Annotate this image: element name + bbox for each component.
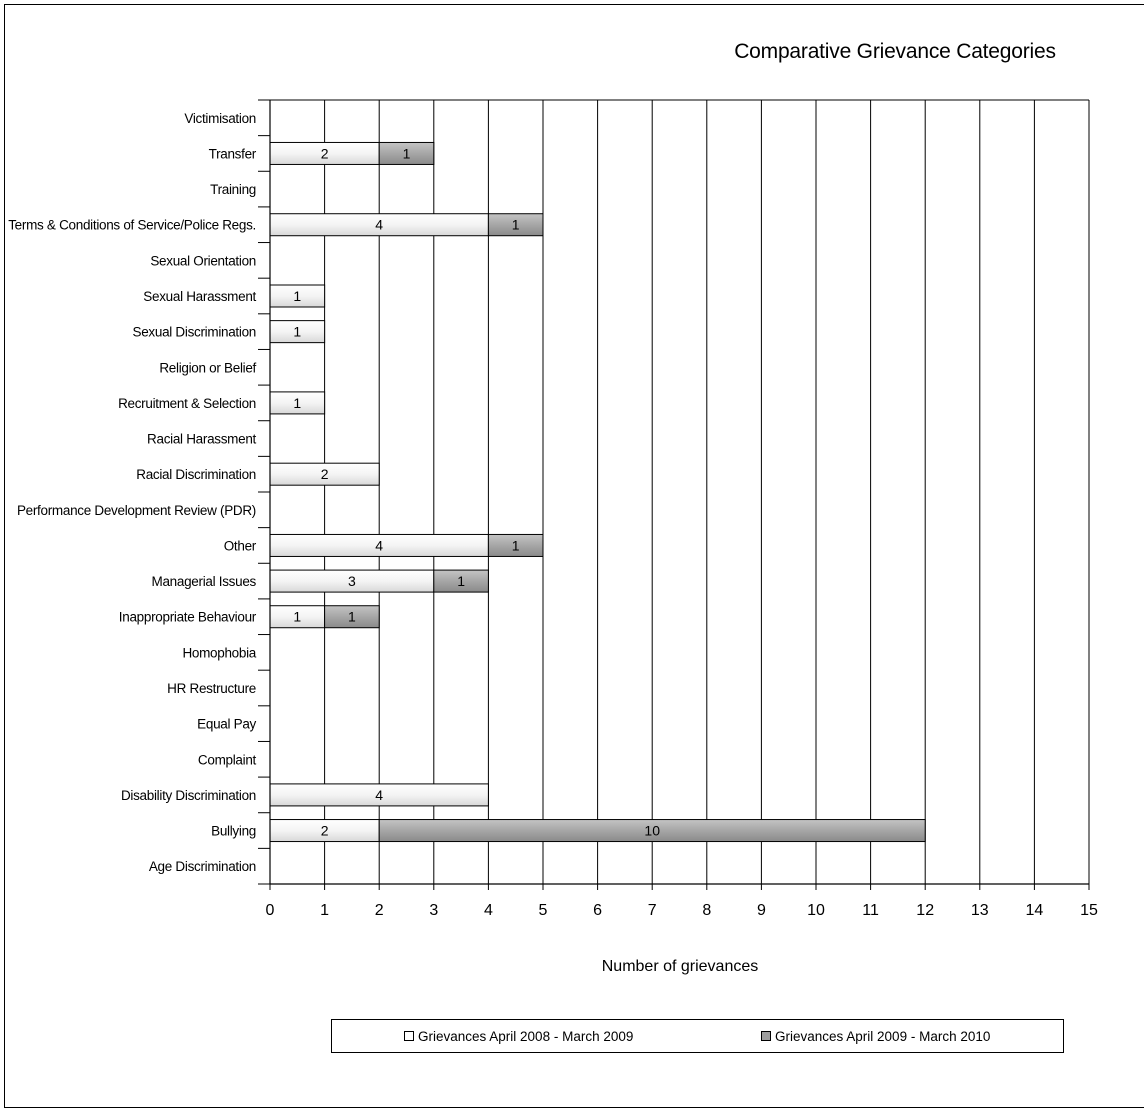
x-tick-label-8: 8 <box>702 902 711 919</box>
x-tick-label-4: 4 <box>484 902 493 919</box>
data-label-inappropriate-behaviour-series-1: 1 <box>293 609 301 625</box>
x-tick-label-1: 1 <box>320 902 329 919</box>
bar-managerial-issues-series-2 <box>433 569 489 593</box>
legend-swatch-2008-2009 <box>404 1031 414 1042</box>
legend-item-2009-2010: Grievances April 2009 - March 2010 <box>761 1029 990 1044</box>
x-tick-label-12: 12 <box>916 902 934 919</box>
x-tick-label-9: 9 <box>757 902 766 919</box>
data-label-terms-conditions-of-service-police-regs-series-2: 1 <box>512 217 520 233</box>
y-tick-label-recruitment-selection: Recruitment & Selection <box>118 396 256 411</box>
y-tick-label-hr-restructure: HR Restructure <box>167 681 256 696</box>
y-tick-label-victimisation: Victimisation <box>184 111 256 126</box>
x-tick-label-0: 0 <box>266 902 275 919</box>
x-tick-label-10: 10 <box>807 902 825 919</box>
y-tick-label-homophobia: Homophobia <box>182 645 256 660</box>
y-tick-label-other: Other <box>224 538 257 553</box>
y-tick-label-inappropriate-behaviour: Inappropriate Behaviour <box>119 610 257 625</box>
data-label-sexual-discrimination-series-1: 1 <box>293 324 301 340</box>
y-tick-label-religion-or-belief: Religion or Belief <box>159 360 256 375</box>
data-label-terms-conditions-of-service-police-regs-series-1: 4 <box>375 217 383 233</box>
y-tick-label-bullying: Bullying <box>211 824 256 839</box>
x-tick-label-14: 14 <box>1026 902 1044 919</box>
data-label-managerial-issues-series-2: 1 <box>457 573 465 589</box>
x-tick-label-15: 15 <box>1080 902 1098 919</box>
data-label-transfer-series-2: 1 <box>403 145 411 161</box>
data-label-sexual-harassment-series-1: 1 <box>293 288 301 304</box>
chart-title: Comparative Grievance Categories <box>734 40 1056 63</box>
y-tick-label-racial-harassment: Racial Harassment <box>147 432 256 447</box>
bar-transfer-series-2 <box>378 141 435 165</box>
data-label-racial-discrimination-series-1: 2 <box>321 466 329 482</box>
legend-swatch-2009-2010 <box>761 1031 771 1042</box>
y-tick-label-sexual-orientation: Sexual Orientation <box>150 253 256 268</box>
x-tick-label-6: 6 <box>593 902 602 919</box>
bar-inappropriate-behaviour-series-2 <box>324 605 380 629</box>
y-tick-label-sexual-discrimination: Sexual Discrimination <box>133 325 257 340</box>
data-label-inappropriate-behaviour-series-2: 1 <box>348 609 356 625</box>
bar-bullying-series-2 <box>378 819 926 843</box>
data-label-other-series-2: 1 <box>512 537 520 553</box>
axes: 0 1 2 3 4 5 6 7 8 9 10 11 12 13 14 15VictimisationTrans… <box>8 99 1098 919</box>
data-label-bullying-series-1: 2 <box>321 823 329 839</box>
y-tick-label-managerial-issues: Managerial Issues <box>152 574 257 589</box>
x-tick-label-3: 3 <box>429 902 438 919</box>
legend-label-2009-2010: Grievances April 2009 - March 2010 <box>775 1029 991 1044</box>
x-tick-label-13: 13 <box>971 902 989 919</box>
x-tick-label-11: 11 <box>862 902 879 919</box>
legend: Grievances April 2008 - March 2009 Griev… <box>331 1019 1064 1053</box>
y-tick-label-transfer: Transfer <box>209 146 257 161</box>
data-label-bullying-series-2: 10 <box>644 823 660 839</box>
y-tick-label-complaint: Complaint <box>198 752 257 767</box>
x-axis-title: Number of grievances <box>601 958 759 975</box>
y-tick-label-terms-conditions-of-service-police-regs: Terms & Conditions of Service/Police Reg… <box>8 218 256 233</box>
y-tick-label-training: Training <box>210 182 256 197</box>
legend-item-2008-2009: Grievances April 2008 - March 2009 <box>404 1029 633 1044</box>
y-tick-label-equal-pay: Equal Pay <box>197 717 256 732</box>
y-tick-label-age-discrimination: Age Discrimination <box>149 859 256 874</box>
y-tick-label-sexual-harassment: Sexual Harassment <box>143 289 256 304</box>
grid-lines <box>270 99 1090 884</box>
y-tick-label-disability-discrimination: Disability Discrimination <box>121 788 256 803</box>
legend-label-2008-2009: Grievances April 2008 - March 2009 <box>418 1029 634 1044</box>
bar-other-series-2 <box>487 533 544 557</box>
data-label-transfer-series-1: 2 <box>321 145 329 161</box>
bars: 2 1 4 1 1 1 1 2 4 1 3 1 1 1 4 2 10 <box>269 141 926 843</box>
y-tick-label-performance-development-review-pdr: Performance Development Review (PDR) <box>17 503 256 518</box>
bar-terms-conditions-of-service-police-regs-series-2 <box>487 213 544 237</box>
x-tick-label-2: 2 <box>375 902 384 919</box>
data-label-managerial-issues-series-1: 3 <box>348 573 356 589</box>
x-tick-label-5: 5 <box>539 902 548 919</box>
data-label-other-series-1: 4 <box>375 537 383 553</box>
data-label-disability-discrimination-series-1: 4 <box>375 787 383 803</box>
x-tick-label-7: 7 <box>648 902 657 919</box>
data-label-recruitment-selection-series-1: 1 <box>293 395 301 411</box>
y-tick-label-racial-discrimination: Racial Discrimination <box>136 467 256 482</box>
